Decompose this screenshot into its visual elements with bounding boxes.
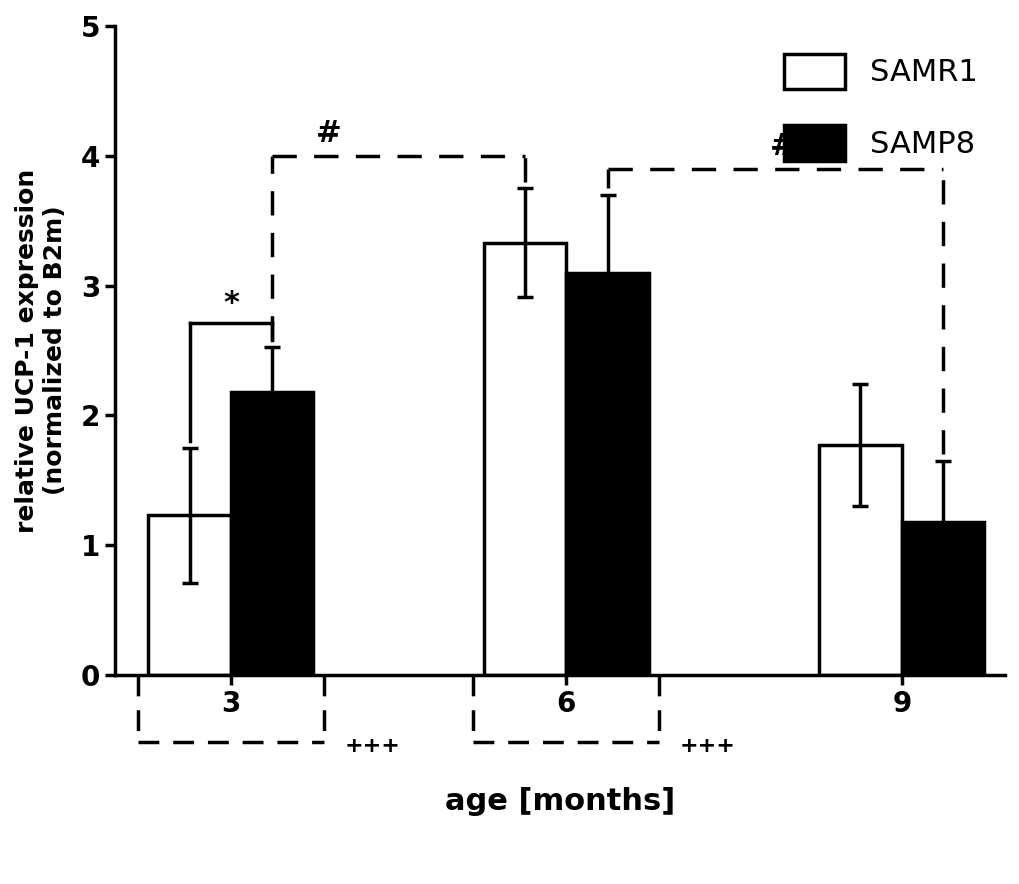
Y-axis label: relative UCP-1 expression
(normalized to B2m): relative UCP-1 expression (normalized to…: [15, 168, 66, 532]
Bar: [566, 272, 648, 674]
Bar: [483, 243, 566, 674]
Bar: [818, 446, 901, 674]
Bar: [148, 515, 230, 674]
X-axis label: age [months]: age [months]: [444, 787, 675, 816]
Text: +++: +++: [680, 736, 735, 756]
Text: ###: ###: [769, 132, 847, 161]
Bar: [901, 522, 983, 674]
Legend: SAMR1, SAMP8: SAMR1, SAMP8: [771, 42, 988, 173]
Text: #: #: [316, 119, 341, 148]
Bar: [230, 392, 313, 674]
Text: +++: +++: [344, 736, 399, 756]
Text: *: *: [223, 289, 238, 318]
